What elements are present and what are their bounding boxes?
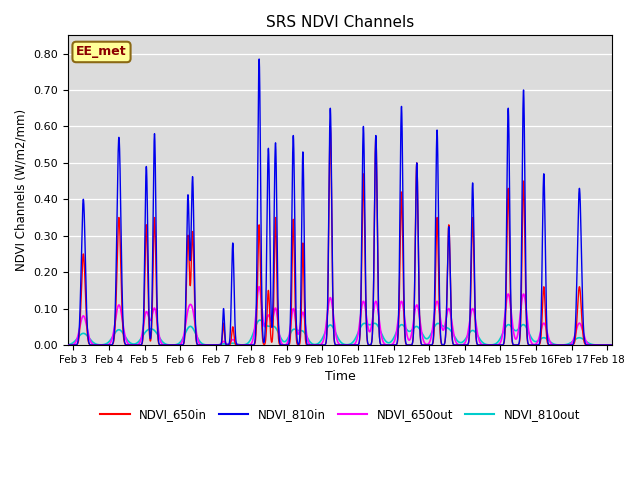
Y-axis label: NDVI Channels (W/m2/mm): NDVI Channels (W/m2/mm) [15, 109, 28, 271]
Title: SRS NDVI Channels: SRS NDVI Channels [266, 15, 414, 30]
Legend: NDVI_650in, NDVI_810in, NDVI_650out, NDVI_810out: NDVI_650in, NDVI_810in, NDVI_650out, NDV… [95, 404, 585, 426]
Text: EE_met: EE_met [76, 46, 127, 59]
X-axis label: Time: Time [325, 370, 356, 384]
